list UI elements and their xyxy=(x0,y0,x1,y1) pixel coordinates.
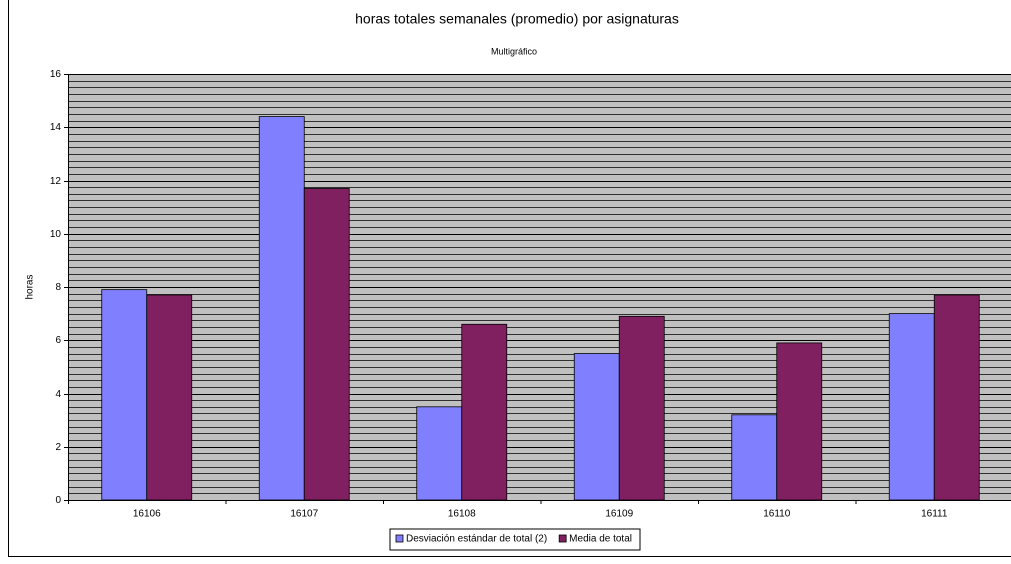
bar xyxy=(618,315,665,501)
bar xyxy=(303,188,350,501)
y-tick-label: 4 xyxy=(55,389,61,400)
legend-label: Desviación estándar de total (2) xyxy=(406,534,547,545)
y-tick-label: 0 xyxy=(55,495,61,506)
x-tick-label: 16108 xyxy=(448,509,476,520)
x-tick-label: 16111 xyxy=(921,509,948,520)
legend-swatch xyxy=(558,534,567,543)
y-tick-label: 12 xyxy=(50,176,62,187)
legend-box xyxy=(389,528,641,551)
y-tick-label: 6 xyxy=(55,335,61,346)
x-tick-label: 16109 xyxy=(605,509,633,520)
bar xyxy=(888,313,935,501)
x-tick-label: 16106 xyxy=(133,509,161,520)
legend: Desviación estándar de total (2) Media de… xyxy=(389,528,641,551)
bar xyxy=(461,323,508,501)
chart-title: horas totales semanales (promedio) por a… xyxy=(355,11,679,27)
y-tick-label: 8 xyxy=(55,282,61,293)
bar xyxy=(933,294,980,501)
bar xyxy=(416,406,463,501)
bar xyxy=(776,342,823,501)
x-tick-label: 16107 xyxy=(290,509,318,520)
y-tick-label: 14 xyxy=(50,122,62,133)
bar xyxy=(573,353,620,501)
bar xyxy=(258,116,305,501)
bar xyxy=(146,294,193,501)
y-tick-label: 16 xyxy=(50,69,62,80)
y-tick-label: 2 xyxy=(55,442,61,453)
legend-swatch xyxy=(395,534,404,543)
y-axis-label: horas xyxy=(25,274,36,299)
y-tick-label: 10 xyxy=(50,229,62,240)
bar xyxy=(731,414,778,501)
bar xyxy=(101,289,148,501)
chart-subtitle: Multigráfico xyxy=(491,46,537,56)
legend-label: Media de total xyxy=(569,534,632,545)
x-tick-label: 16110 xyxy=(763,509,791,520)
